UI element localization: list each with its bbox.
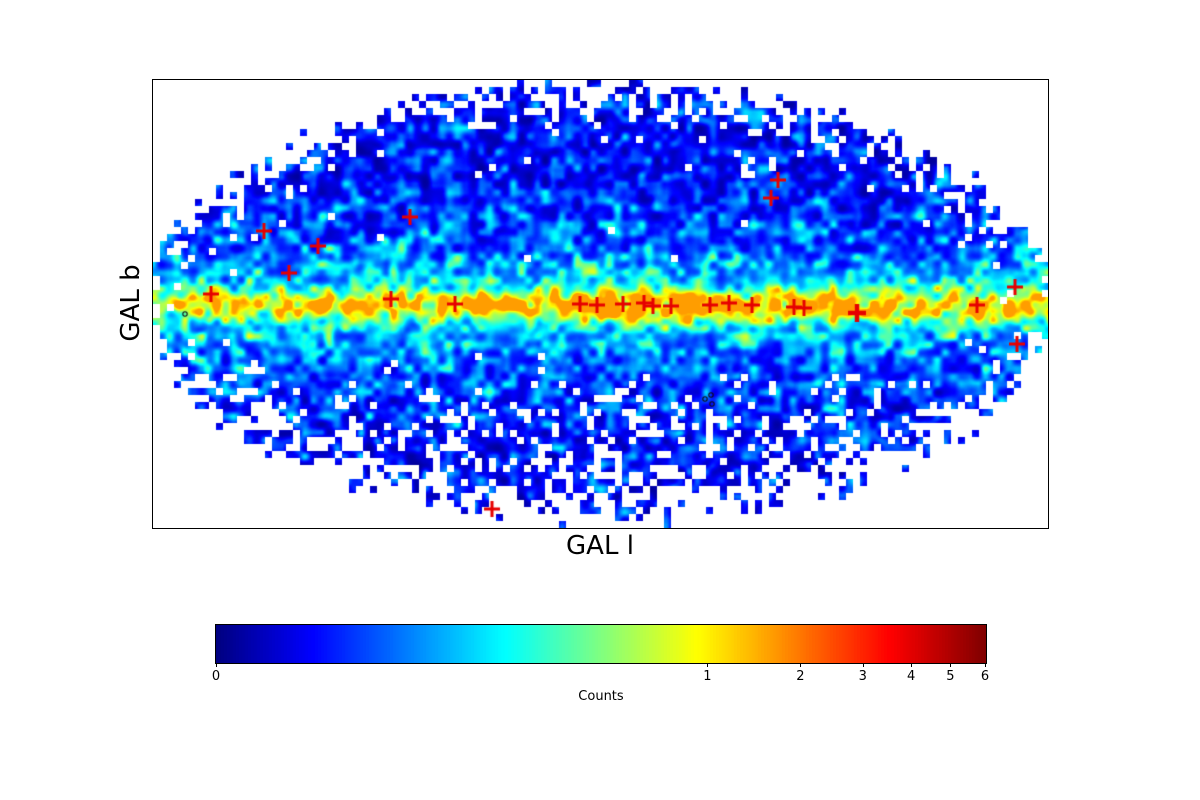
colorbar-tick-label: 3 xyxy=(858,669,867,684)
y-axis-label: GAL b xyxy=(116,264,146,342)
colorbar-gradient-canvas xyxy=(216,625,986,663)
plot-area xyxy=(152,79,1049,529)
colorbar-tick-label: 2 xyxy=(796,669,805,684)
colorbar xyxy=(215,624,987,664)
colorbar-tick-label: 4 xyxy=(907,669,916,684)
colorbar-tick xyxy=(911,663,913,667)
colorbar-tick-label: 1 xyxy=(703,669,712,684)
colorbar-tick xyxy=(707,663,709,667)
x-axis-label: GAL l xyxy=(566,531,634,561)
colorbar-label: Counts xyxy=(578,689,624,704)
colorbar-tick xyxy=(985,663,986,667)
colorbar-tick xyxy=(216,663,217,667)
colorbar-tick xyxy=(800,663,802,667)
colorbar-tick xyxy=(862,663,864,667)
colorbar-tick xyxy=(950,663,952,667)
colorbar-ticks: 0 1 2 3 4 5 6 xyxy=(212,663,990,689)
sky-map-canvas xyxy=(153,80,1048,528)
colorbar-tick-label: 5 xyxy=(946,669,955,684)
colorbar-tick-label: 0 xyxy=(211,669,221,684)
colorbar-tick-label: 6 xyxy=(980,669,990,684)
